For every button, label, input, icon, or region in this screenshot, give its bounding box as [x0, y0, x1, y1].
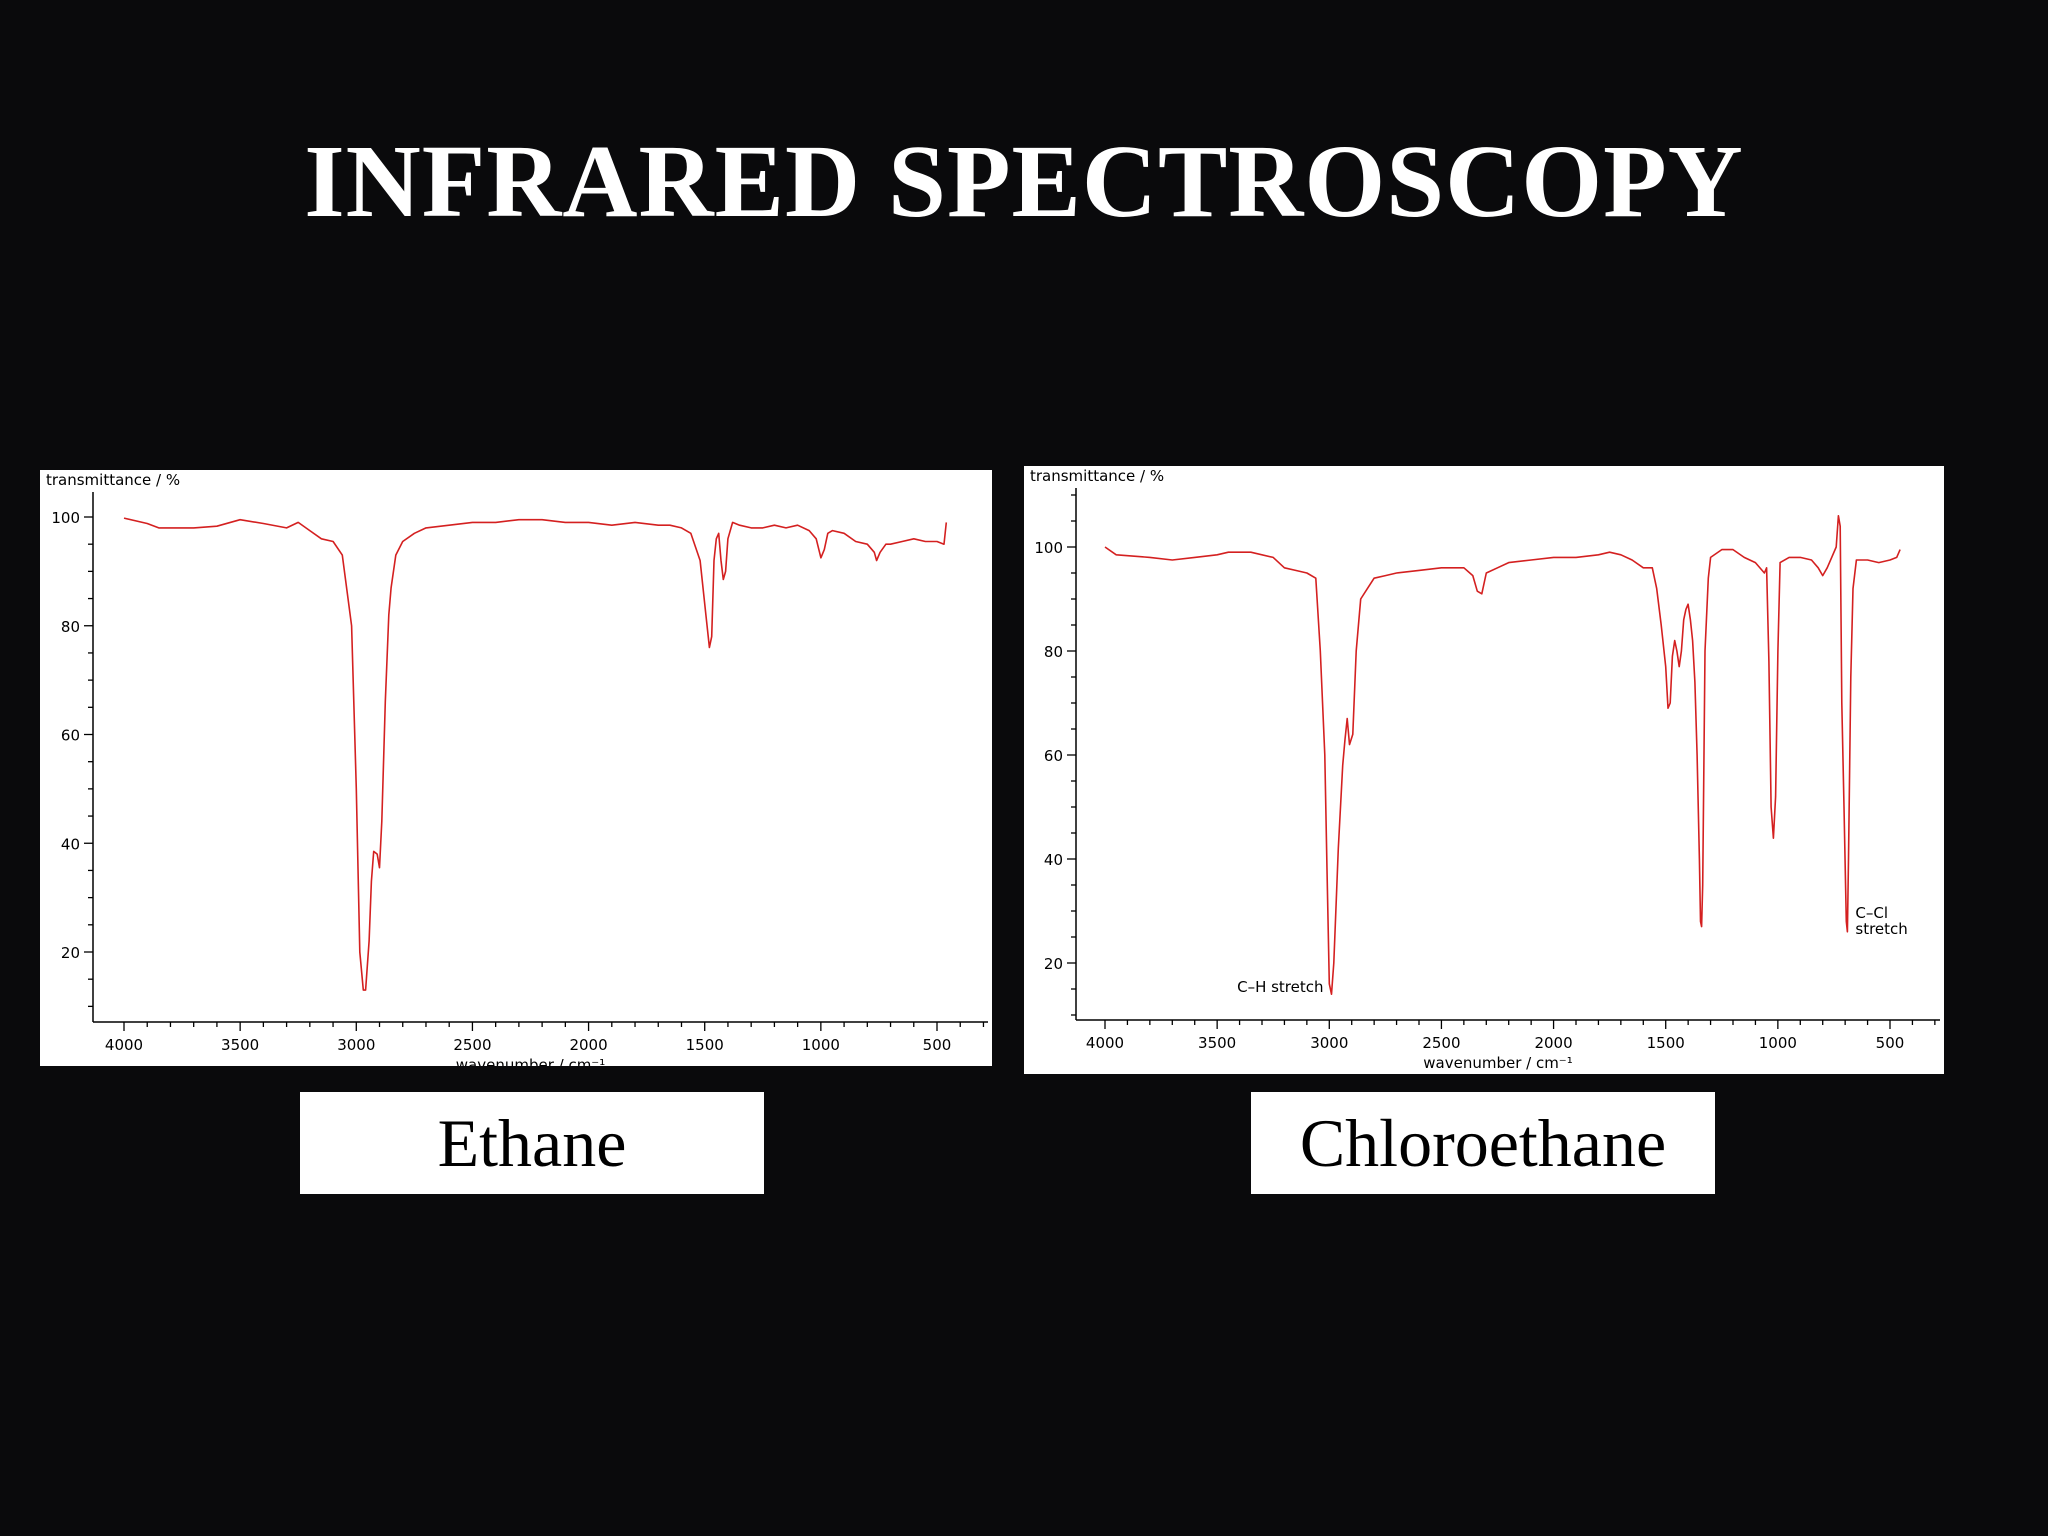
peak-annotation: C–Cl [1855, 904, 1888, 922]
x-tick-label: 1500 [1647, 1034, 1685, 1052]
x-tick-label: 2500 [453, 1036, 491, 1054]
chloroethane-spectrum-svg: 20 40 60 80 100 4000 3500 3000 2500 2000 1500 1000 5… [1030, 467, 1940, 1072]
chloroethane-spectrum-line [1104, 514, 1901, 996]
x-tick-label: 2000 [569, 1036, 607, 1054]
x-tick-label: 2000 [1534, 1034, 1572, 1052]
y-tick-label: 80 [1044, 643, 1063, 661]
ethane-label: Ethane [437, 1104, 627, 1181]
x-tick-label: 3000 [1310, 1034, 1348, 1052]
chloroethane-spectrum-chart: 20 40 60 80 100 4000 3500 3000 2500 2000 1500 1000 5… [1024, 466, 1944, 1074]
chloroethane-label: Chloroethane [1299, 1104, 1667, 1181]
y-axis-label: transmittance / % [1030, 467, 1164, 485]
y-tick-label: 60 [1044, 747, 1063, 765]
y-tick-label: 80 [61, 618, 80, 636]
x-tick-label: 3500 [221, 1036, 259, 1054]
y-tick-label: 40 [61, 835, 80, 853]
chloroethane-label-box: Chloroethane [1251, 1092, 1715, 1194]
x-tick-label: 1500 [686, 1036, 724, 1054]
ethane-spectrum-line [123, 517, 948, 991]
y-tick-label: 20 [61, 944, 80, 962]
y-tick-label: 20 [1044, 955, 1063, 973]
x-tick-label: 2500 [1422, 1034, 1460, 1052]
x-tick-label: 500 [1876, 1034, 1905, 1052]
x-tick-label: 1000 [1759, 1034, 1797, 1052]
y-tick-label: 40 [1044, 851, 1063, 869]
x-tick-label: 500 [923, 1036, 952, 1054]
ethane-label-box: Ethane [300, 1092, 764, 1194]
x-tick-label: 1000 [802, 1036, 840, 1054]
x-axis-label: wavenumber / cm⁻¹ [1423, 1054, 1573, 1072]
x-tick-label: 4000 [105, 1036, 143, 1054]
peak-annotation: stretch [1855, 920, 1907, 938]
x-tick-label: 4000 [1086, 1034, 1124, 1052]
y-tick-label: 100 [51, 509, 80, 527]
x-tick-label: 3000 [337, 1036, 375, 1054]
y-axis-label: transmittance / % [46, 471, 180, 489]
x-axis-label: wavenumber / cm⁻¹ [456, 1056, 606, 1066]
peak-annotation: C–H stretch [1237, 978, 1323, 996]
slide-title: INFRARED SPECTROSCOPY [304, 124, 1744, 239]
ethane-spectrum-chart: 20 40 60 80 100 4000 3500 3000 2500 2000 1500 1000 5… [40, 470, 992, 1066]
y-tick-label: 100 [1034, 539, 1063, 557]
ethane-spectrum-svg: 20 40 60 80 100 4000 3500 3000 2500 2000 1500 1000 5… [46, 471, 988, 1066]
y-tick-label: 60 [61, 727, 80, 745]
x-tick-label: 3500 [1198, 1034, 1236, 1052]
